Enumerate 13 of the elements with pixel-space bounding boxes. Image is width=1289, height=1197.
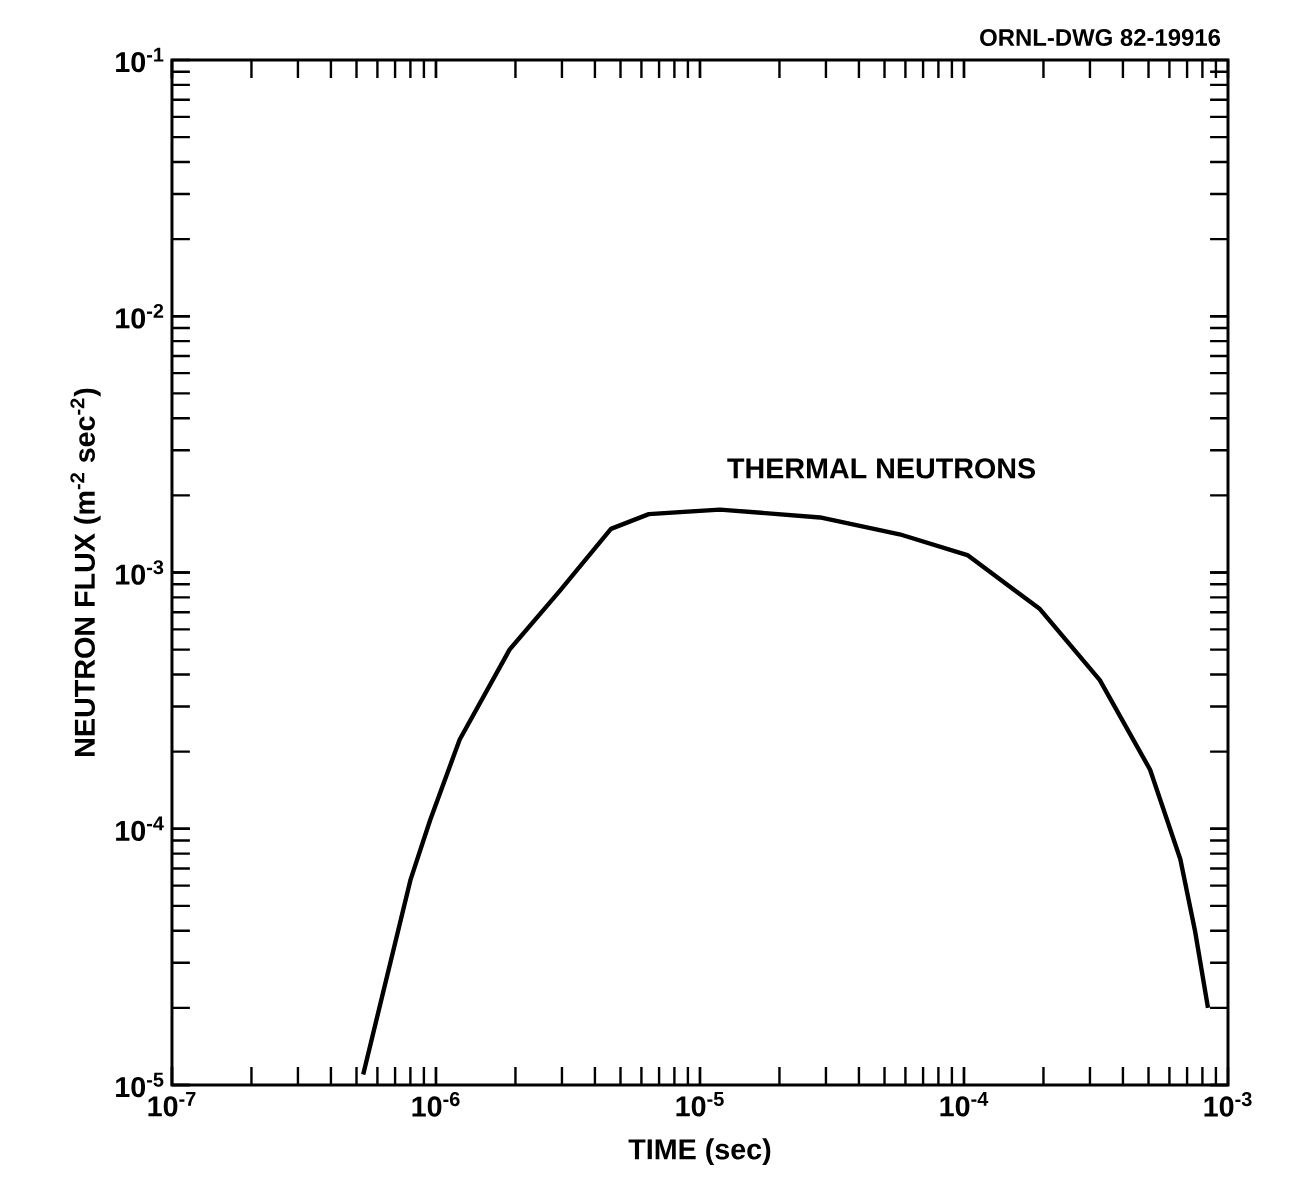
- y-axis-title: NEUTRON FLUX (m$^{-2}$ sec$^{-2}$): [70, 388, 101, 756]
- text: ORNL-DWG 82-19916: [980, 29, 1221, 46]
- series-label: THERMAL NEUTRONS: [727, 458, 1036, 479]
- y-tick-label: 10$^{-1}$: [116, 47, 164, 73]
- x-tick-label: 10$^{-6}$: [412, 1092, 460, 1117]
- x-tick-label: 10$^{-5}$: [676, 1092, 724, 1117]
- x-axis-title: TIME (sec): [628, 1138, 771, 1166]
- y-tick-label: 10$^{-4}$: [116, 816, 164, 841]
- x-tick-label: 10$^{-4}$: [940, 1092, 989, 1117]
- y-tick-label: 10$^{-3}$: [116, 560, 164, 585]
- x-tick-label: 10$^{-3}$: [1204, 1092, 1252, 1117]
- x-tick-label: 10$^{-7}$: [148, 1092, 196, 1117]
- y-tick-label: 10$^{-2}$: [116, 303, 164, 329]
